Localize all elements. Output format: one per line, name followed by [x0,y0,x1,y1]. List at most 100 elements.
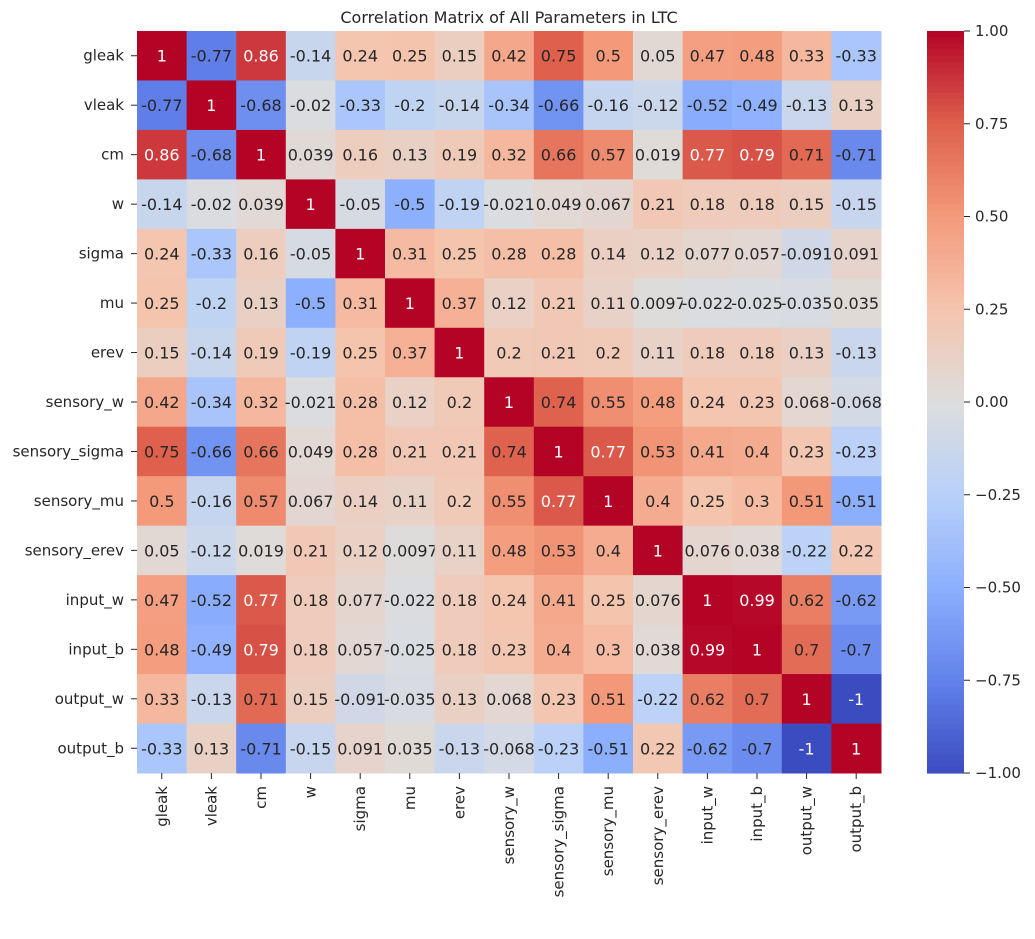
cell-annotation: 0.18 [293,591,329,610]
cell-annotation: 0.25 [144,294,180,313]
heatmap-cell [633,476,684,527]
colorbar-segment [927,538,964,545]
cell-annotation: 0.22 [640,739,676,758]
heatmap-cell [781,624,832,675]
colorbar-segment [927,352,964,360]
heatmap-cell [682,80,733,131]
cell-annotation: 0.37 [442,294,478,313]
colorbar-segment [927,643,964,650]
heatmap-cell [137,525,188,576]
cell-annotation: 0.79 [739,146,775,165]
heatmap-cell [831,377,882,428]
heatmap-cell [434,179,485,230]
colorbar-segment [927,439,964,446]
colorbar-segment [927,123,964,131]
cell-annotation: 1 [256,146,266,165]
heatmap-cell [732,624,783,675]
colorbar-segment [927,111,964,119]
cell-annotation: -0.51 [835,492,876,511]
heatmap-cell [385,80,436,131]
heatmap-cell [781,129,832,180]
heatmap-cell [633,129,684,180]
cell-annotation: 0.15 [789,195,825,214]
heatmap-cell [583,228,634,279]
heatmap-cell [781,377,832,428]
cell-annotation: -0.23 [538,739,579,758]
cell-annotation: -0.05 [339,195,380,214]
colorbar-segment [927,476,964,483]
heatmap-cell [137,31,188,81]
colorbar-segment [927,618,964,626]
colorbar-segment [927,519,964,527]
heatmap-cell [186,575,237,626]
x-tick-label: sigma [351,786,369,831]
heatmap-cell [484,723,535,774]
heatmap-cell [335,179,386,230]
cell-annotation: 0.31 [392,245,428,264]
colorbar-tick-label: 0.75 [975,115,1008,133]
heatmap-cell [236,80,287,131]
colorbar-segment [927,55,964,63]
x-tick-label: input_b [748,786,767,842]
heatmap-cell [682,179,733,230]
heatmap-cell [186,228,237,279]
heatmap-cell [335,624,386,675]
heatmap-cell [385,377,436,428]
cell-annotation: 0.75 [144,442,180,461]
colorbar-segment [927,482,964,490]
heatmap-cell [335,228,386,279]
colorbar-segment [927,31,964,38]
cell-annotation: 0.48 [739,47,775,66]
heatmap-cell [732,80,783,131]
colorbar-segment [927,92,964,100]
cell-annotation: 1 [355,245,365,264]
cell-annotation: 0.0097 [630,294,686,313]
heatmap-cell [732,179,783,230]
cell-annotation: 0.37 [392,344,428,363]
heatmap-cell [434,31,485,81]
heatmap-cell [781,31,832,81]
cell-annotation: 0.14 [342,492,378,511]
colorbar-segment [927,37,964,44]
heatmap-cell [186,476,237,527]
heatmap-cell [385,278,436,329]
x-tick-label: mu [401,786,419,810]
cell-annotation: -0.13 [439,739,480,758]
cell-annotation: 0.039 [238,195,284,214]
colorbar-segment [927,99,964,106]
heatmap-cell [434,377,485,428]
cell-annotation: 1 [752,640,762,659]
heatmap-cell [385,426,436,477]
heatmap-cell [434,80,485,131]
heatmap-cell [831,674,882,725]
y-tick-label: w [112,195,124,213]
heatmap-cell [682,278,733,329]
cell-annotation: 0.091 [337,739,383,758]
colorbar-segment [927,117,964,125]
colorbar-segment [927,395,964,403]
heatmap-cell [484,476,535,527]
colorbar-segment [927,43,964,51]
y-tick-label: input_b [68,640,124,659]
cell-annotation: -0.12 [191,541,232,560]
cell-annotation: 0.28 [342,442,378,461]
heatmap-cell [484,674,535,725]
heatmap-cell [385,476,436,527]
cell-annotation: -0.02 [290,96,331,115]
cell-annotation: -0.22 [786,541,827,560]
cell-annotation: 0.51 [590,690,626,709]
heatmap-cell [186,327,237,378]
cell-annotation: 0.19 [442,146,478,165]
colorbar-segment [927,426,964,434]
cell-annotation: -0.33 [835,47,876,66]
cell-annotation: -0.19 [290,344,331,363]
cell-annotation: -0.66 [538,96,579,115]
heatmap-cell [633,228,684,279]
cell-annotation: 0.5 [149,492,174,511]
cell-annotation: -0.52 [191,591,232,610]
cell-annotation: 0.19 [243,344,279,363]
heatmap-cell [732,228,783,279]
heatmap-cell [434,228,485,279]
cell-annotation: 0.66 [541,146,577,165]
